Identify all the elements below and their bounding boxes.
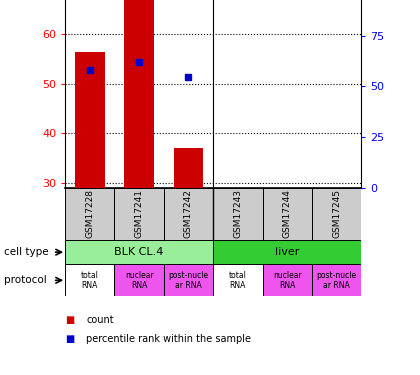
Bar — [65, 240, 213, 264]
Text: ■: ■ — [65, 334, 74, 344]
Text: GSM17244: GSM17244 — [283, 189, 291, 238]
Text: total
RNA: total RNA — [81, 271, 99, 290]
Bar — [114, 264, 164, 296]
Text: liver: liver — [275, 247, 299, 257]
Bar — [75, 52, 105, 188]
Bar — [312, 264, 361, 296]
Text: cell type: cell type — [4, 247, 49, 257]
Text: percentile rank within the sample: percentile rank within the sample — [86, 334, 251, 344]
Text: GSM17242: GSM17242 — [184, 189, 193, 238]
Text: count: count — [86, 315, 114, 325]
Bar — [124, 0, 154, 188]
Bar — [65, 188, 114, 240]
Text: protocol: protocol — [4, 275, 47, 285]
Bar — [312, 188, 361, 240]
Bar — [213, 188, 262, 240]
Bar — [262, 188, 312, 240]
Text: post-nucle
ar RNA: post-nucle ar RNA — [168, 271, 209, 290]
Text: post-nucle
ar RNA: post-nucle ar RNA — [316, 271, 357, 290]
Bar — [213, 240, 361, 264]
Bar — [262, 264, 312, 296]
Text: GSM17243: GSM17243 — [234, 189, 242, 238]
Text: GSM17241: GSM17241 — [135, 189, 144, 238]
Bar — [114, 188, 164, 240]
Text: GSM17245: GSM17245 — [332, 189, 341, 238]
Bar — [164, 188, 213, 240]
Bar — [65, 264, 114, 296]
Bar — [174, 148, 203, 188]
Text: nuclear
RNA: nuclear RNA — [125, 271, 153, 290]
Bar — [164, 264, 213, 296]
Text: ■: ■ — [65, 315, 74, 325]
Text: total
RNA: total RNA — [229, 271, 247, 290]
Text: GSM17228: GSM17228 — [85, 189, 94, 238]
Text: nuclear
RNA: nuclear RNA — [273, 271, 302, 290]
Text: BLK CL.4: BLK CL.4 — [114, 247, 164, 257]
Bar — [213, 264, 262, 296]
